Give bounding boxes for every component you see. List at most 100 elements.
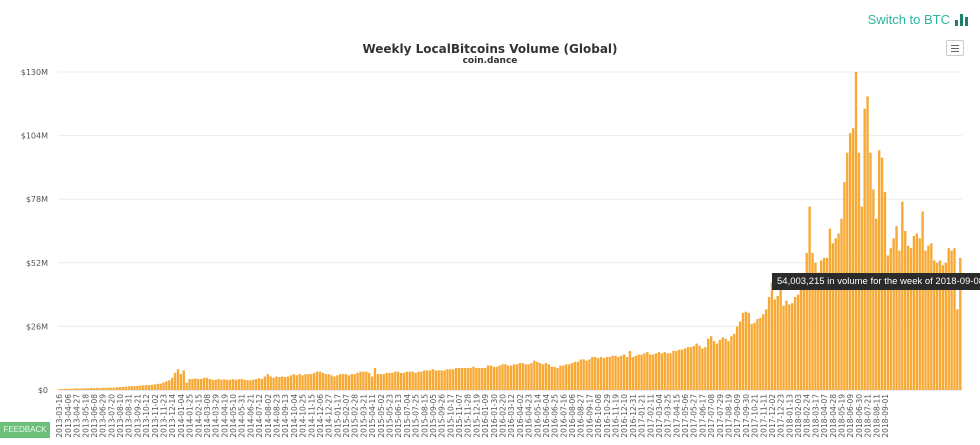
volume-bar[interactable] (698, 345, 701, 390)
volume-bar[interactable] (362, 371, 365, 390)
volume-bar[interactable] (127, 386, 130, 390)
volume-bar[interactable] (718, 339, 721, 390)
volume-bar[interactable] (60, 389, 64, 390)
volume-bar[interactable] (527, 364, 530, 390)
volume-bar[interactable] (793, 297, 797, 390)
volume-bar[interactable] (614, 355, 617, 390)
volume-bar[interactable] (733, 333, 736, 390)
volume-bar[interactable] (307, 374, 310, 390)
volume-bar[interactable] (727, 341, 730, 390)
volume-bar[interactable] (857, 152, 861, 390)
volume-bar[interactable] (492, 366, 495, 390)
volume-bar[interactable] (147, 385, 151, 390)
volume-bar[interactable] (901, 201, 904, 390)
volume-bar[interactable] (466, 367, 469, 390)
volume-bar[interactable] (211, 379, 214, 390)
volume-bar[interactable] (321, 372, 325, 390)
volume-bar[interactable] (512, 364, 516, 390)
volume-bar[interactable] (162, 382, 165, 390)
volume-bar[interactable] (898, 250, 901, 390)
volume-bar[interactable] (72, 388, 75, 390)
volume-bar[interactable] (298, 374, 301, 390)
volume-bar[interactable] (741, 312, 745, 390)
volume-bar[interactable] (382, 374, 385, 390)
volume-bar[interactable] (846, 152, 849, 390)
volume-bar[interactable] (756, 319, 759, 390)
volume-bar[interactable] (877, 150, 881, 390)
volume-bar[interactable] (666, 353, 669, 390)
volume-bar[interactable] (594, 356, 597, 390)
volume-bar[interactable] (205, 377, 209, 390)
volume-bar[interactable] (649, 354, 652, 390)
volume-bar[interactable] (831, 243, 834, 390)
volume-bar[interactable] (782, 305, 785, 390)
volume-bar[interactable] (295, 375, 298, 390)
volume-bar[interactable] (605, 356, 608, 390)
volume-bar[interactable] (115, 387, 119, 390)
volume-bar[interactable] (547, 364, 551, 390)
volume-bar[interactable] (417, 371, 420, 390)
volume-bar[interactable] (191, 378, 194, 390)
volume-bar[interactable] (202, 377, 206, 390)
volume-bar[interactable] (834, 238, 837, 390)
volume-bar[interactable] (272, 377, 275, 390)
volume-bar[interactable] (495, 366, 498, 390)
volume-bar[interactable] (353, 374, 356, 390)
volume-bar[interactable] (370, 376, 374, 390)
volume-bar[interactable] (625, 356, 629, 390)
volume-bar[interactable] (707, 338, 710, 390)
volume-bar[interactable] (472, 366, 475, 390)
volume-bar[interactable] (692, 345, 695, 390)
volume-bar[interactable] (817, 272, 820, 390)
volume-bar[interactable] (411, 371, 414, 390)
volume-bar[interactable] (507, 365, 510, 390)
volume-bar[interactable] (243, 379, 246, 390)
volume-bar[interactable] (788, 304, 791, 390)
volume-bar[interactable] (608, 356, 611, 390)
volume-bar[interactable] (226, 379, 229, 390)
volume-bar[interactable] (179, 374, 183, 390)
volume-bar[interactable] (585, 360, 588, 390)
volume-bar[interactable] (805, 253, 808, 390)
volume-bar[interactable] (953, 248, 956, 390)
volume-bar[interactable] (217, 378, 220, 390)
volume-bar[interactable] (822, 257, 826, 390)
volume-bar[interactable] (944, 262, 947, 390)
volume-bar[interactable] (724, 338, 727, 390)
volume-bar[interactable] (640, 354, 643, 390)
volume-bar[interactable] (686, 347, 690, 390)
volume-bar[interactable] (489, 365, 493, 390)
volume-bar[interactable] (559, 365, 562, 390)
volume-bar[interactable] (678, 349, 681, 390)
volume-bar[interactable] (289, 375, 293, 390)
volume-bar[interactable] (930, 243, 933, 390)
volume-bar[interactable] (956, 309, 959, 390)
volume-bar[interactable] (463, 367, 467, 390)
volume-bar[interactable] (683, 348, 687, 390)
volume-bar[interactable] (486, 365, 490, 390)
volume-bar[interactable] (750, 323, 753, 390)
volume-bar[interactable] (397, 371, 400, 390)
volume-bar[interactable] (863, 108, 866, 390)
volume-bar[interactable] (347, 375, 351, 390)
volume-bar[interactable] (921, 211, 924, 390)
volume-bar[interactable] (631, 356, 635, 390)
volume-bar[interactable] (634, 355, 637, 390)
volume-bar[interactable] (185, 382, 188, 390)
volume-bar[interactable] (104, 387, 107, 390)
volume-bar[interactable] (536, 361, 539, 390)
volume-bar[interactable] (188, 378, 191, 390)
volume-bar[interactable] (237, 379, 241, 390)
volume-bar[interactable] (744, 311, 748, 390)
volume-bar[interactable] (811, 253, 814, 390)
volume-bar[interactable] (947, 248, 950, 390)
volume-bar[interactable] (110, 387, 113, 390)
volume-bar[interactable] (420, 371, 423, 390)
volume-bar[interactable] (924, 250, 927, 390)
volume-bar[interactable] (344, 374, 348, 390)
volume-bar[interactable] (906, 245, 910, 390)
volume-bar[interactable] (889, 248, 892, 390)
volume-bar[interactable] (849, 133, 852, 390)
volume-bar[interactable] (301, 375, 304, 390)
volume-bar[interactable] (385, 372, 388, 390)
